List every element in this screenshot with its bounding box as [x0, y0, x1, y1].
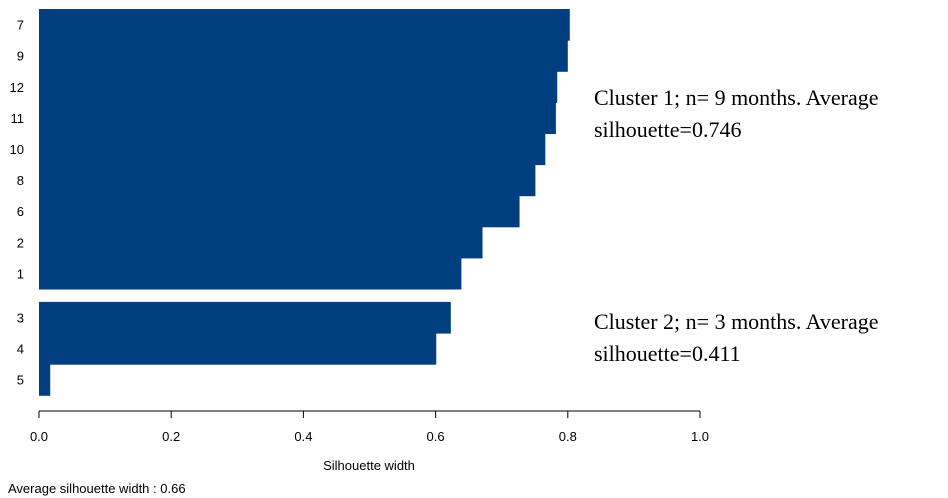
bar-5 — [39, 364, 51, 396]
y-labels-group: 7 9 12 11 10 8 6 2 1 3 4 5 — [10, 18, 24, 388]
cluster-1-annotation-line-1: Cluster 1; n= 9 months. Average — [594, 85, 879, 110]
y-label-7: 7 — [17, 18, 24, 33]
bar-2 — [39, 226, 483, 259]
y-label-5: 5 — [17, 373, 24, 388]
cluster-1-annotation-line-2: silhouette=0.746 — [594, 117, 742, 142]
y-label-10: 10 — [10, 142, 24, 157]
y-label-8: 8 — [17, 173, 24, 188]
bars-group — [39, 9, 570, 396]
x-tick-label-0.8: 0.8 — [559, 429, 577, 444]
x-axis-label: Silhouette width — [323, 458, 415, 473]
x-tick-label-0.2: 0.2 — [162, 429, 180, 444]
cluster-1-annotation: Cluster 1; n= 9 months. Average silhouet… — [594, 82, 879, 146]
bar-1 — [39, 257, 462, 290]
x-tick-label-0.0: 0.0 — [30, 429, 48, 444]
cluster-2-annotation-line-2: silhouette=0.411 — [594, 341, 741, 366]
cluster-2-annotation: Cluster 2; n= 3 months. Average silhouet… — [594, 306, 879, 370]
bar-8 — [39, 164, 536, 197]
bar-7 — [39, 9, 570, 41]
y-label-6: 6 — [17, 204, 24, 219]
bar-9 — [39, 40, 568, 72]
x-tick-label-1.0: 1.0 — [691, 429, 709, 444]
y-label-4: 4 — [17, 342, 24, 357]
bar-12 — [39, 71, 558, 103]
average-silhouette-label: Average silhouette width : 0.66 — [8, 481, 186, 496]
y-label-2: 2 — [17, 235, 24, 250]
x-axis: 0.0 0.2 0.4 0.6 0.8 1.0 — [30, 410, 709, 444]
y-label-1: 1 — [17, 266, 24, 281]
y-label-3: 3 — [17, 310, 24, 325]
bar-3 — [39, 301, 451, 334]
x-tick-label-0.4: 0.4 — [294, 429, 312, 444]
bar-6 — [39, 195, 520, 228]
bar-11 — [39, 102, 556, 134]
y-label-9: 9 — [17, 49, 24, 64]
y-label-12: 12 — [10, 80, 24, 95]
bar-10 — [39, 133, 546, 166]
bar-4 — [39, 333, 437, 365]
x-tick-label-0.6: 0.6 — [427, 429, 445, 444]
y-label-11: 11 — [11, 111, 25, 126]
cluster-2-annotation-line-1: Cluster 2; n= 3 months. Average — [594, 309, 879, 334]
